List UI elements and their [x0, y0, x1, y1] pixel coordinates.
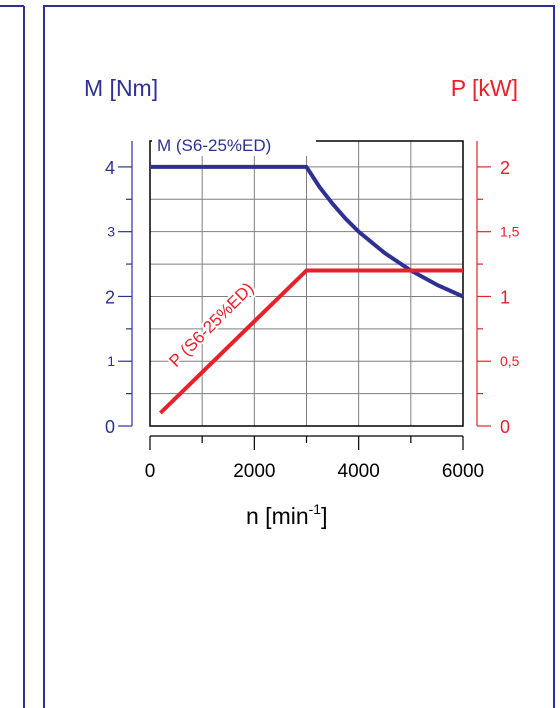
- x-axis-title-main: n [min: [246, 503, 309, 529]
- right-axis-title: P [kW]: [451, 75, 518, 101]
- torque-curve: [150, 164, 464, 299]
- series: [150, 164, 464, 415]
- torque-series-label-group: M (S6-25%ED): [152, 132, 316, 156]
- x-axis-tick-label: 2000: [233, 461, 275, 482]
- x-axis-title-superscript: -1: [309, 501, 322, 517]
- x-axis-title: n [min-1]: [246, 501, 327, 529]
- left-axis-tick-label: 2: [105, 287, 115, 307]
- power-series-label: P (S6-25%ED): [165, 279, 257, 371]
- torque-series-label-bg: [152, 132, 316, 156]
- right-axis-tick-label: 0: [500, 417, 510, 437]
- right-axis-tick-label: 2: [500, 158, 510, 178]
- torque-series-label: M (S6-25%ED): [157, 136, 271, 155]
- panel-border: [43, 5, 555, 708]
- left-axis-tick-label: 3: [107, 224, 115, 240]
- right-axis-tick-label: 1,5: [500, 224, 520, 240]
- left-axis-tick-label: 0: [105, 417, 115, 437]
- power-curve: [159, 268, 463, 415]
- grid: [149, 140, 464, 427]
- right-axis-tick-label: 0,5: [500, 353, 520, 369]
- x-axis-title-close: ]: [321, 503, 327, 529]
- x-axis-tick-label: 6000: [442, 461, 484, 482]
- left-axis-tick-label: 4: [105, 158, 115, 178]
- axes: 0 1 2 3 4 0 0,5 1 1,5 2 0 2000 4000 6000: [105, 141, 520, 482]
- x-axis-tick-label: 4000: [338, 461, 380, 482]
- x-axis-tick-label: 0: [145, 461, 156, 482]
- right-axis-tick-label: 1: [500, 287, 510, 307]
- left-axis-tick-label: 1: [107, 353, 115, 369]
- left-axis-title: M [Nm]: [84, 75, 158, 101]
